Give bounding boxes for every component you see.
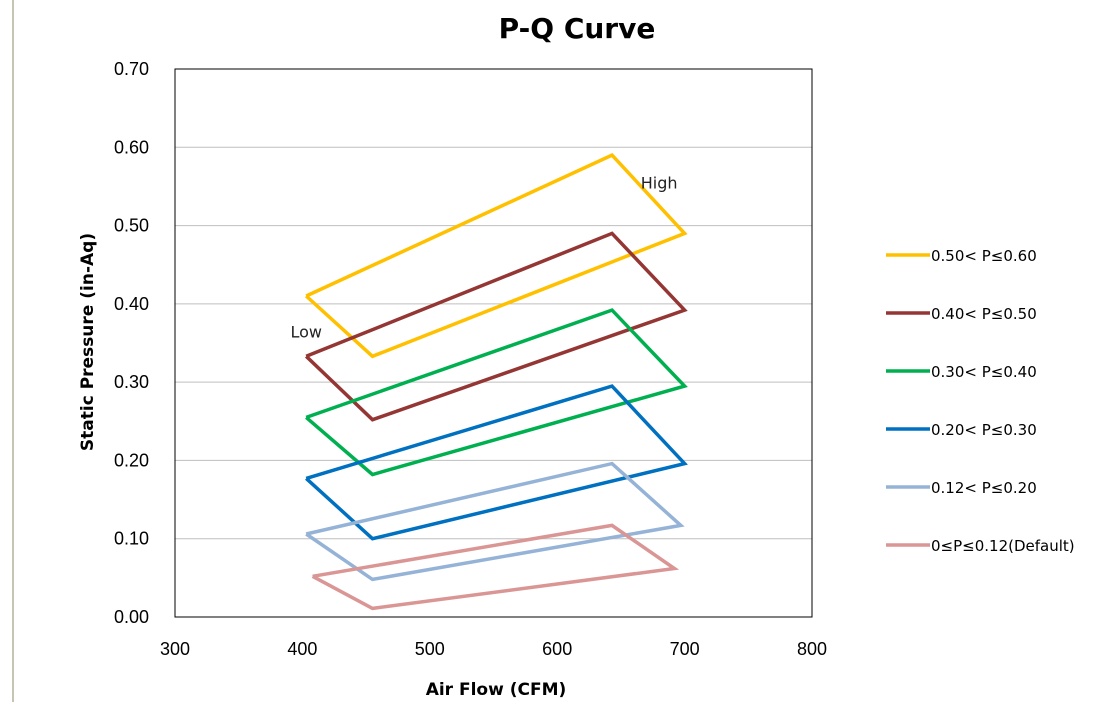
legend-entry: 0.50< P≤0.60 [886, 247, 1037, 265]
series-line-1 [305, 152, 688, 359]
x-tick-label: 600 [542, 639, 572, 659]
series-line-6 [311, 523, 680, 611]
series-line-3 [305, 308, 688, 477]
y-tick-label: 0.50 [114, 216, 149, 236]
legend-label: 0.12< P≤0.20 [931, 479, 1037, 497]
y-tick-label: 0.30 [114, 372, 149, 392]
y-tick-label: 0.20 [114, 450, 149, 470]
x-tick-label: 400 [287, 639, 317, 659]
legend-label: 0.30< P≤0.40 [931, 363, 1037, 381]
y-axis-ticks: 0.00 0.10 0.20 0.30 0.40 0.50 0.60 0.70 [114, 59, 149, 627]
y-tick-label: 0.40 [114, 294, 149, 314]
legend-label: 0.50< P≤0.60 [931, 247, 1037, 265]
legend-entry: 0.30< P≤0.40 [886, 363, 1037, 381]
y-tick-label: 0.00 [114, 607, 149, 627]
x-tick-label: 800 [797, 639, 827, 659]
y-tick-label: 0.10 [114, 529, 149, 549]
legend-entry: 0.12< P≤0.20 [886, 479, 1037, 497]
grid-lines [175, 68, 812, 540]
left-border-rule [12, 0, 14, 702]
y-axis-title: Static Pressure (in-Aq) [78, 233, 98, 451]
legend: 0.50< P≤0.60 0.40< P≤0.50 0.30< P≤0.40 0.20… [886, 247, 1075, 555]
annotation-high: High [641, 174, 678, 193]
legend-entry: 0≤P≤0.12(Default) [886, 537, 1075, 555]
series-line-5 [305, 461, 685, 582]
legend-label: 0≤P≤0.12(Default) [931, 537, 1075, 555]
x-tick-label: 500 [415, 639, 445, 659]
chart-title: P-Q Curve [499, 12, 656, 45]
legend-label: 0.20< P≤0.30 [931, 421, 1037, 439]
legend-entry: 0.40< P≤0.50 [886, 305, 1037, 323]
legend-label: 0.40< P≤0.50 [931, 305, 1037, 323]
x-axis-ticks: 300 400 500 600 700 800 [160, 639, 827, 659]
x-tick-label: 300 [160, 639, 190, 659]
y-tick-label: 0.70 [114, 59, 149, 79]
series-line-2 [304, 231, 688, 422]
legend-entry: 0.20< P≤0.30 [886, 421, 1037, 439]
x-axis-title: Air Flow (CFM) [426, 680, 567, 700]
x-tick-label: 700 [670, 639, 700, 659]
series-lines [304, 152, 688, 611]
plot-area-frame [174, 68, 813, 618]
annotation-low: Low [290, 322, 322, 341]
series-line-4 [305, 384, 688, 541]
y-tick-label: 0.60 [114, 137, 149, 157]
